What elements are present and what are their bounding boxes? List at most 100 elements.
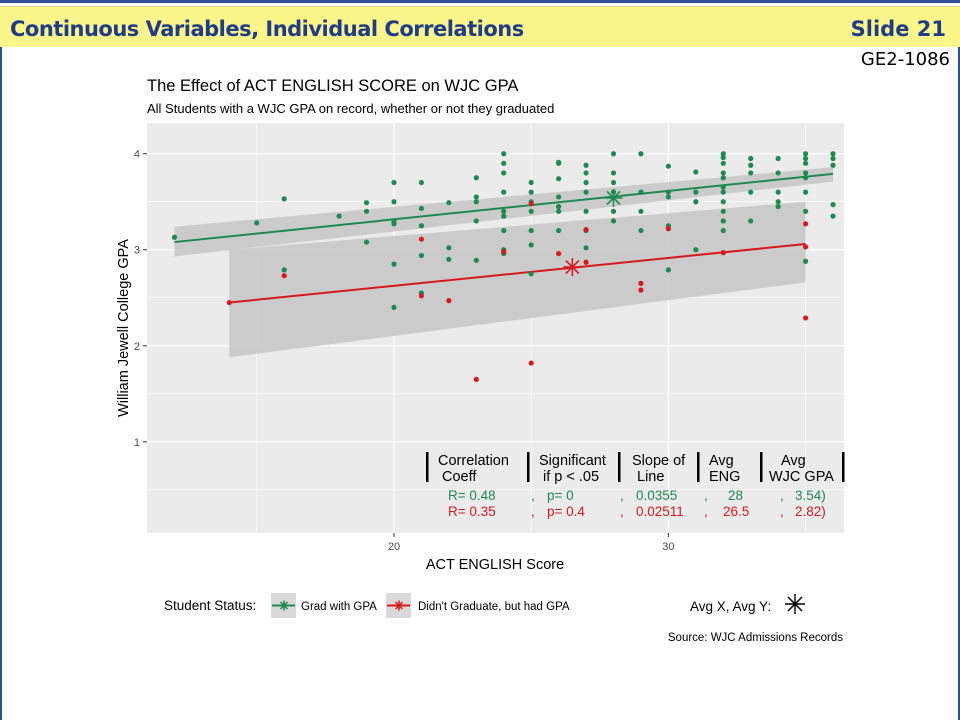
data-point-grad [583,170,589,176]
data-point-grad [720,189,726,195]
data-point-grad [748,155,754,162]
data-point-grad [556,194,562,200]
legend-nongrad-star-icon [394,600,404,611]
data-point-nongrad [638,287,644,293]
data-point-grad [720,154,726,161]
data-point-nongrad [720,250,726,256]
data-point-grad [775,170,781,176]
data-point-grad [583,162,589,168]
stats-header-gpa-2: WJC GPA [769,469,834,485]
data-point-grad [638,189,644,195]
y-tick-label: 2 [134,341,140,353]
data-point-grad [610,218,617,224]
stats-separator: , [704,504,708,519]
stats-divider [697,452,700,482]
stats-nongrad-eng: 26.5 [723,504,749,519]
data-point-grad [693,189,699,195]
data-point-grad [693,169,699,175]
data-point-grad [336,213,342,219]
stats-divider [527,452,530,482]
data-point-grad [501,151,507,157]
data-point-grad [391,304,397,310]
y-axis-ticks: 1 2 3 4 [134,149,147,449]
right-frame-line [958,46,960,720]
data-point-grad [610,170,617,176]
data-point-grad [501,170,507,176]
stats-header-sig-2: if p < .05 [543,469,599,485]
data-point-grad [610,151,617,157]
stats-separator: , [620,488,624,503]
data-point-nongrad [638,280,644,286]
data-point-grad [802,151,809,157]
fit-line-nongrad [229,242,806,304]
data-point-grad [556,227,562,234]
stats-header-sig-1: Significant [539,453,606,469]
x-tick-label: 30 [662,541,674,553]
avg-star-nongrad [563,258,582,277]
avg-star-stroke [606,190,621,205]
slide-banner: Continuous Variables, Individual Correla… [0,6,960,47]
data-point-grad [693,199,699,205]
stats-grad-slope: 0.0355 [636,488,677,503]
data-point-grad [556,176,562,182]
data-point-grad [775,199,781,205]
data-point-grad [665,189,671,195]
data-point-grad [391,261,397,267]
stats-grad-p: p= 0 [547,488,574,503]
data-point-grad [802,170,809,176]
slide-code: GE2-1086 [860,49,950,70]
source-note: Source: WJC Admissions Records [668,632,843,644]
data-point-grad [748,162,754,168]
data-point-grad [830,151,836,157]
data-point-grad [638,208,644,214]
data-point-grad [171,234,178,240]
data-point-nongrad [528,360,534,366]
data-point-grad [802,160,809,166]
data-point-grad [638,151,644,157]
stats-header-eng-2: ENG [709,469,740,485]
data-point-grad [281,267,287,273]
data-point-grad [473,218,479,224]
stats-grad-eng: 28 [728,488,743,503]
data-point-grad [775,203,781,210]
stats-divider [426,452,429,482]
data-point-nongrad [418,293,425,299]
data-point-grad [720,218,726,224]
data-point-grad [693,247,699,253]
stats-table: Correlation Coeff Significant if p < .05… [426,452,845,519]
data-point-grad [501,189,507,195]
legend-avg-label: Avg X, Avg Y: [690,599,771,614]
data-point-grad [391,221,397,227]
data-point-grad [418,223,425,229]
data-point-grad [363,208,370,214]
data-point-nongrad [446,298,452,304]
data-point-nongrad [281,273,287,279]
stats-nongrad-slope: 0.02511 [636,504,684,519]
data-point-grad [720,170,726,176]
data-point-grad [802,189,809,195]
data-point-grad [748,170,754,176]
avg-star-grad [604,188,623,207]
data-point-nongrad [418,236,425,242]
data-point-grad [473,194,479,200]
data-point-grad [501,227,507,234]
stats-separator: , [620,504,624,519]
confidence-ribbon-nongrad [229,201,806,358]
data-point-grad [720,175,726,181]
data-point-grad [583,189,589,195]
data-point-grad [473,199,479,205]
data-point-grad [528,179,534,186]
data-point-grad [830,162,836,168]
avg-star-stroke [565,259,580,275]
stats-divider [760,452,763,482]
stats-separator: , [704,488,708,503]
data-point-grad [638,227,644,234]
stats-header-corr-2: Coeff [442,469,477,485]
data-point-grad [556,203,562,210]
data-point-grad [473,175,479,181]
data-point-grad [528,242,534,248]
data-point-grad [830,155,836,162]
data-point-nongrad [802,244,809,250]
stats-separator: , [531,504,535,519]
